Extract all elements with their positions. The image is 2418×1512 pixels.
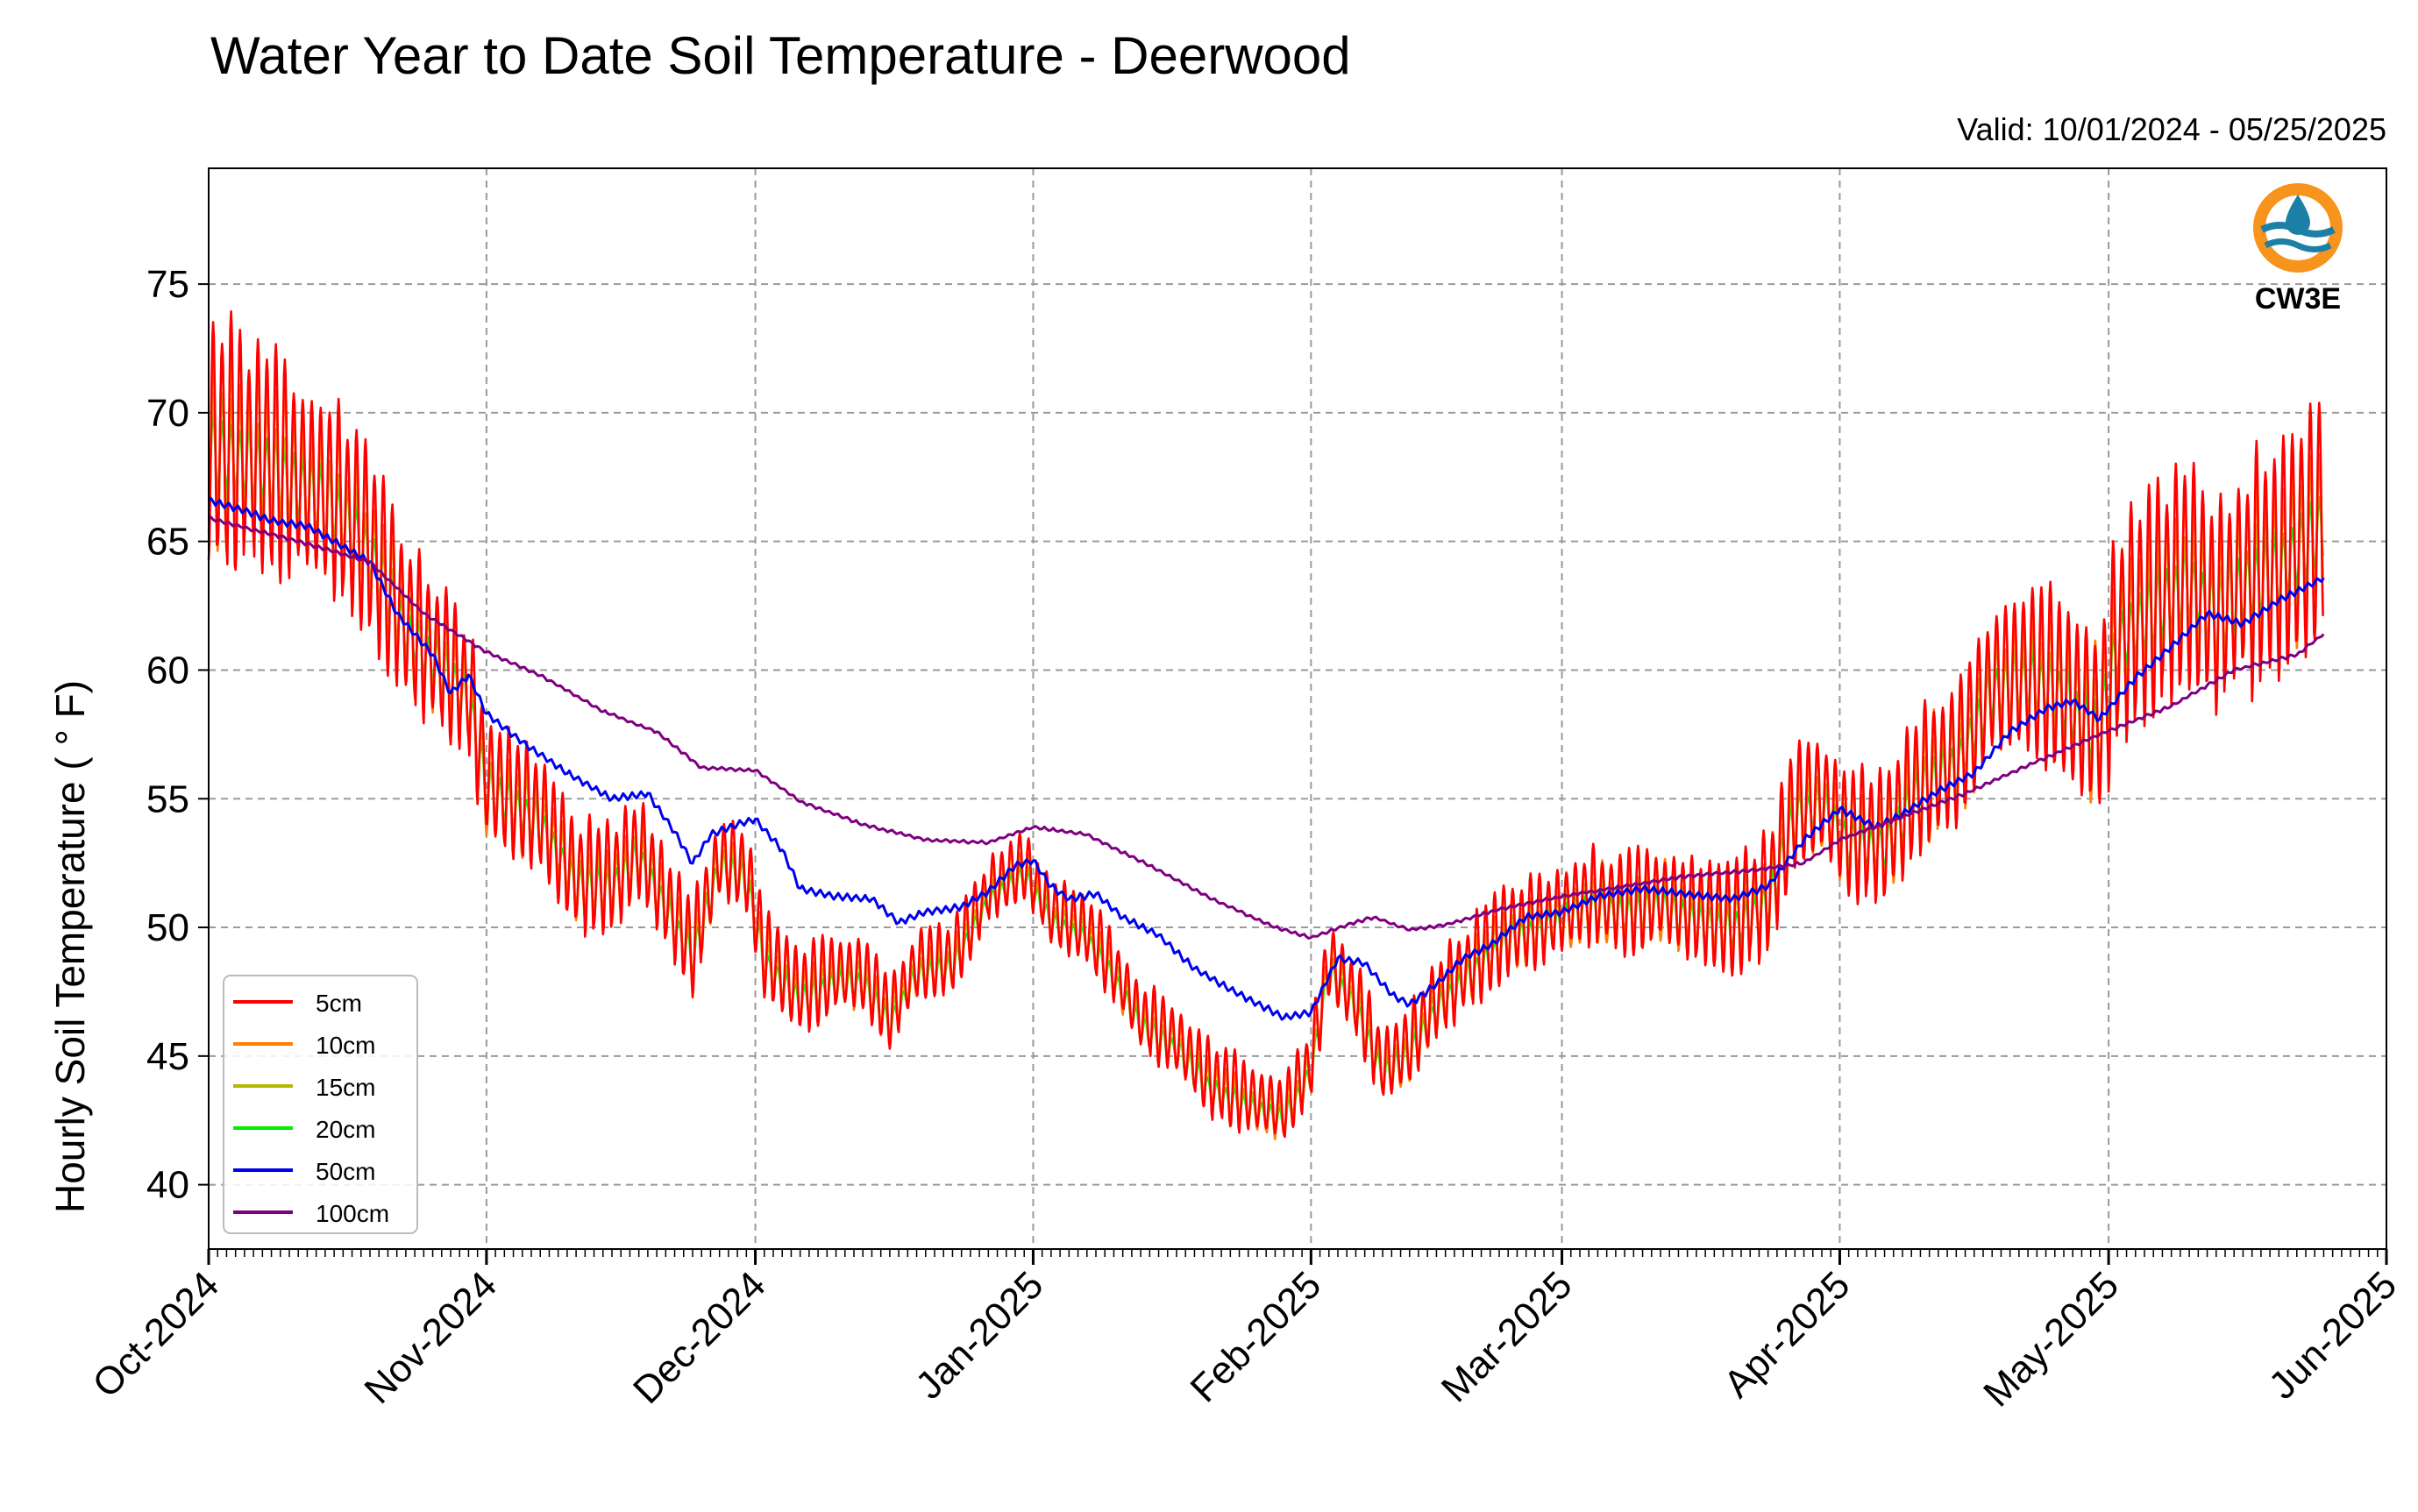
legend-label-10cm: 10cm xyxy=(316,1032,375,1059)
cw3e-logo: CW3E xyxy=(2253,183,2343,316)
x-tick-label: Jun-2025 xyxy=(2261,1263,2405,1407)
legend-label-15cm: 15cm xyxy=(316,1074,375,1101)
x-tick-label: Oct-2024 xyxy=(84,1263,227,1406)
x-tick-label: Mar-2025 xyxy=(1433,1263,1581,1410)
plot-frame xyxy=(208,167,2387,1250)
series-layer xyxy=(207,310,2325,1140)
grid-lines xyxy=(209,168,2386,1249)
y-tick-label: 40 xyxy=(146,1164,189,1207)
y-tick-label: 60 xyxy=(146,649,189,692)
logo-text: CW3E xyxy=(2255,282,2341,316)
x-tick-label: Feb-2025 xyxy=(1183,1263,1330,1410)
x-tick-label: Jan-2025 xyxy=(907,1263,1051,1407)
y-axis: 40 45 50 55 60 65 70 75 xyxy=(146,263,209,1207)
legend-label-5cm: 5cm xyxy=(316,990,362,1017)
logo-ring xyxy=(2253,183,2343,273)
water-drop-icon xyxy=(2286,195,2310,235)
y-tick-label: 50 xyxy=(146,906,189,949)
legend-label-20cm: 20cm xyxy=(316,1116,375,1143)
y-tick-label: 70 xyxy=(146,392,189,435)
x-tick-label: Dec-2024 xyxy=(625,1263,774,1412)
legend-label-100cm: 100cm xyxy=(316,1200,389,1227)
plot-border xyxy=(208,167,2387,1250)
y-tick-label: 65 xyxy=(146,521,189,564)
series-line-100cm xyxy=(208,515,2325,940)
x-tick-label: May-2025 xyxy=(1975,1263,2127,1415)
y-tick-label: 55 xyxy=(146,777,189,820)
logo-wave-bottom xyxy=(2264,238,2332,252)
chart-subtitle: Valid: 10/01/2024 - 05/25/2025 xyxy=(1957,111,2386,147)
x-tick-label: Apr-2025 xyxy=(1716,1263,1859,1406)
chart-title: Water Year to Date Soil Temperature - De… xyxy=(210,26,1351,85)
y-tick-label: 75 xyxy=(146,263,189,306)
y-axis-label: Hourly Soil Temperature ( ° F) xyxy=(47,680,93,1213)
series-line-5cm xyxy=(207,310,2324,1139)
x-tick-label: Nov-2024 xyxy=(356,1263,505,1412)
x-axis: Oct-2024 Nov-2024 Dec-2024 Jan-2025 Feb-2025… xyxy=(84,1249,2405,1415)
series-line-50cm xyxy=(207,496,2325,1021)
legend: 5cm 10cm 15cm 20cm 50cm 100cm xyxy=(223,975,418,1234)
legend-label-50cm: 50cm xyxy=(316,1158,375,1185)
y-tick-label: 45 xyxy=(146,1035,189,1078)
